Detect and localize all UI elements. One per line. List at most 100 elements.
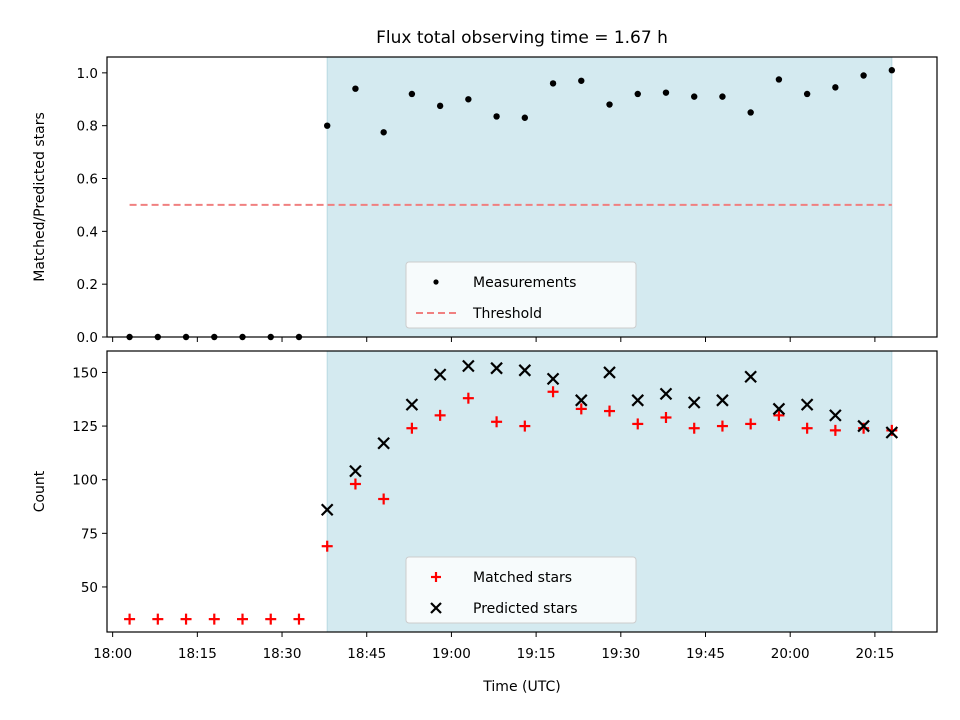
series-predicted-stars [320, 359, 899, 517]
matched-star-marker [660, 411, 672, 423]
measurement-point [578, 77, 585, 84]
y-tick-label: 100 [72, 473, 98, 489]
legend-label: Measurements [473, 275, 576, 291]
legend-box [405, 261, 637, 329]
marker-stroke [772, 402, 786, 416]
marker-stroke [575, 394, 588, 407]
marker-stroke [631, 394, 645, 407]
marker-stroke [349, 464, 362, 478]
measurement-point [324, 122, 331, 129]
measurement-point [634, 90, 641, 98]
measurement-point [408, 90, 416, 98]
top-panel: 0.0 0.2 0.4 0.6 0.8 1.0 Matched/Predicted star… [32, 56, 938, 346]
predicted-star-marker [829, 409, 842, 422]
matched-star-marker [801, 422, 813, 434]
x-tick-label: 19:00 [432, 646, 471, 662]
predicted-star-marker [575, 394, 588, 407]
predicted-star-marker [800, 398, 814, 411]
marker-stroke [546, 372, 560, 386]
matched-star-marker [265, 613, 277, 625]
marker-stroke [829, 409, 842, 422]
x-tick-label: 19:45 [686, 646, 725, 662]
y-tick-label: 0.2 [77, 277, 98, 293]
matched-star-marker [152, 613, 164, 625]
matched-star-marker [745, 418, 757, 430]
measurement-point [521, 114, 529, 121]
measurement-point [888, 67, 896, 74]
predicted-star-marker [490, 361, 503, 375]
predicted-star-marker [885, 426, 899, 439]
legend-dot-icon [433, 279, 439, 285]
predicted-star-marker [377, 436, 390, 450]
predicted-star-marker [320, 503, 334, 517]
measurement-point [465, 96, 472, 103]
legend-x-icon [430, 602, 442, 614]
y-tick-label: 0.6 [77, 172, 98, 188]
measurement-point [775, 76, 783, 83]
y-tick-label: 50 [81, 580, 98, 596]
measurement-point [662, 89, 670, 96]
bottom-panel: 50 75 100 125 150 18:00 18:15 18:30 18:45 19:00 19… [32, 350, 938, 662]
predicted-star-marker [546, 372, 560, 386]
matched-star-marker [434, 409, 446, 421]
measurement-point [352, 85, 359, 92]
legend-box [405, 556, 637, 624]
predicted-star-marker [462, 359, 475, 373]
matched-star-marker [547, 386, 559, 398]
marker-stroke [885, 426, 899, 439]
marker-stroke [687, 396, 701, 409]
predicted-star-marker [687, 396, 701, 409]
legend-label: Threshold [472, 306, 542, 322]
predicted-star-marker [349, 464, 362, 478]
x-tick-label: 18:45 [347, 646, 386, 662]
predicted-star-marker [603, 366, 616, 379]
measurement-point [549, 80, 557, 87]
matched-star-marker [688, 422, 700, 434]
measurement-point [436, 102, 444, 110]
x-tick-label: 20:15 [855, 646, 894, 662]
legend: Matched stars Predicted stars [405, 556, 637, 624]
matched-star-marker [519, 420, 531, 432]
marker-stroke [857, 419, 870, 433]
matched-star-marker [124, 613, 136, 625]
plot-frame [106, 56, 938, 338]
predicted-star-marker [433, 368, 447, 381]
legend-label: Matched stars [473, 570, 572, 586]
matched-star-marker [378, 493, 390, 505]
matched-star-marker [180, 613, 192, 625]
matched-star-marker [293, 613, 305, 625]
predicted-star-marker [518, 364, 532, 377]
measurement-point [380, 129, 387, 136]
predicted-star-marker [772, 402, 786, 416]
y-tick-label: 75 [81, 526, 98, 542]
matched-star-marker [829, 424, 841, 436]
marker-stroke [800, 398, 814, 411]
y-axis-label: Count [32, 470, 48, 512]
matched-star-marker [406, 422, 418, 434]
y-tick-label: 0.4 [77, 224, 98, 240]
marker-stroke [716, 394, 729, 407]
matched-star-marker [349, 478, 361, 490]
y-tick-label: 0.0 [77, 330, 98, 346]
matched-star-marker [575, 403, 587, 415]
measurement-point [747, 109, 754, 116]
matched-star-marker [632, 418, 644, 430]
legend-label: Predicted stars [473, 601, 578, 617]
x-tick-label: 20:00 [771, 646, 810, 662]
predicted-star-marker [659, 387, 673, 401]
y-axis-label: Matched/Predicted stars [32, 112, 48, 282]
marker-stroke [377, 436, 390, 450]
legend: Measurements Threshold [405, 261, 637, 329]
measurement-point [606, 101, 613, 108]
predicted-star-marker [405, 398, 419, 411]
measurement-point [691, 93, 698, 100]
y-tick-label: 0.8 [77, 119, 98, 135]
measurement-point [860, 72, 867, 79]
x-axis-label: Time (UTC) [482, 679, 560, 695]
marker-stroke [744, 370, 757, 384]
marker-stroke [320, 503, 334, 517]
measurement-point [803, 90, 811, 98]
measurement-point [832, 84, 839, 91]
x-tick-label: 18:15 [178, 646, 217, 662]
